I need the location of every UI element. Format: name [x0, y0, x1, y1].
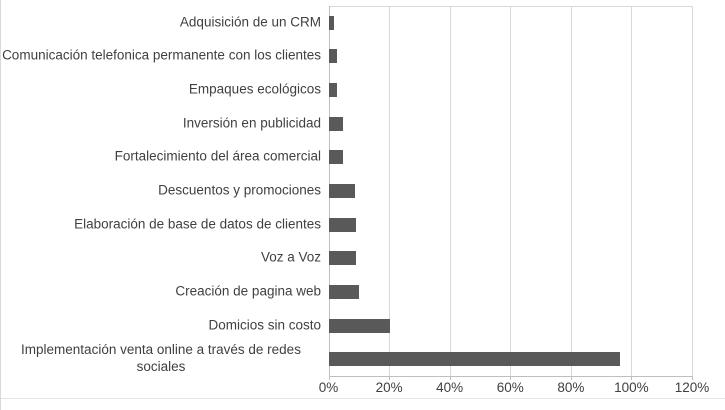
chart-bottom-border	[1, 398, 725, 399]
category-label: Adquisición de un CRM	[179, 14, 321, 30]
bar-8	[329, 251, 357, 266]
category-label: Elaboración de base de datos de clientes	[74, 216, 321, 232]
bar-2	[329, 49, 337, 64]
category-label: Implementación venta online a través de …	[21, 342, 301, 375]
category-label: Voz a Voz	[260, 249, 321, 265]
bar-6	[329, 184, 355, 198]
axis-tick-mark	[692, 376, 693, 380]
bar-5	[329, 150, 343, 165]
major-gridline	[631, 6, 633, 376]
major-gridline	[449, 6, 451, 376]
axis-tick-mark	[389, 376, 391, 380]
axis-tick-mark	[328, 376, 330, 380]
major-gridline	[570, 6, 572, 376]
x-axis-tick-label: 100%	[614, 380, 649, 395]
x-axis-tick-label: 60%	[496, 380, 524, 395]
bar-4	[329, 116, 343, 131]
category-label: Descuentos y promociones	[158, 182, 321, 198]
category-label: Empaques ecológicos	[188, 81, 321, 97]
category-label: Fortalecimiento del área comercial	[114, 148, 321, 164]
major-gridline	[510, 6, 512, 376]
category-label: Inversión en publicidad	[182, 115, 321, 131]
category-label: Comunicación telefonica permanente con l…	[2, 48, 321, 64]
x-axis-tick-label: 0%	[318, 380, 339, 395]
major-gridline	[692, 6, 693, 376]
major-gridline	[389, 6, 391, 376]
x-axis-tick-label: 40%	[436, 380, 464, 395]
bar-9	[329, 284, 360, 299]
axis-tick-mark	[510, 376, 512, 380]
axis-tick-mark	[570, 376, 572, 380]
bar-11	[329, 352, 620, 367]
category-label: Domicios sin costo	[208, 317, 321, 333]
x-axis-tick-label: 120%	[674, 380, 710, 395]
bar-1	[329, 15, 334, 30]
axis-tick-mark	[449, 376, 451, 380]
axis-tick-mark	[631, 376, 633, 380]
bar-3	[329, 83, 337, 98]
x-axis-tick-label: 20%	[375, 380, 403, 395]
bar-10	[329, 318, 390, 333]
category-label: Creación de pagina web	[175, 283, 321, 299]
x-axis-tick-label: 80%	[557, 380, 585, 395]
bar-7	[329, 217, 357, 232]
